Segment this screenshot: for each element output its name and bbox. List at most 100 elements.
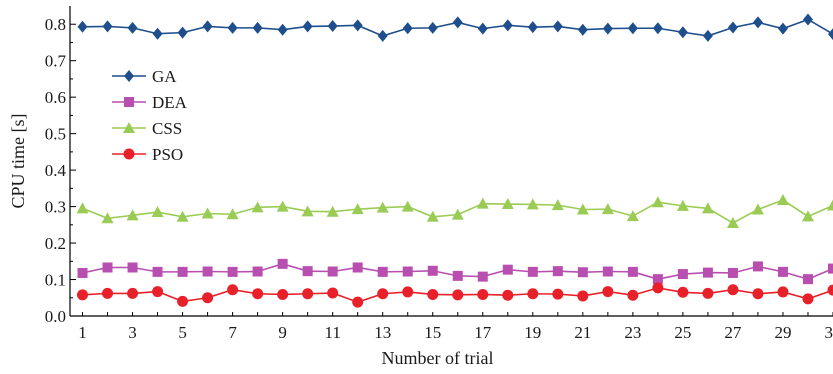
data-point-ga — [577, 23, 588, 36]
y-tick-label: 0.8 — [45, 15, 66, 34]
data-point-css — [551, 199, 564, 211]
x-axis-title: Number of trial — [382, 348, 494, 368]
data-point-ga — [127, 21, 138, 34]
data-point-dea — [352, 262, 363, 273]
data-point-ga — [652, 22, 663, 35]
data-point-css — [676, 199, 689, 211]
data-point-dea — [752, 261, 763, 272]
data-point-pso — [577, 290, 589, 302]
data-point-css — [276, 200, 289, 212]
legend-label-dea: DEA — [152, 93, 188, 112]
y-tick-label: 0.1 — [45, 271, 66, 290]
data-point-css — [301, 205, 314, 217]
legend-marker-ga — [124, 70, 134, 82]
data-point-dea — [777, 266, 788, 277]
data-point-ga — [477, 22, 488, 35]
x-tick-label: 13 — [374, 323, 391, 342]
data-point-ga — [677, 26, 688, 39]
x-tick-label: 31 — [825, 323, 833, 342]
data-point-ga — [828, 28, 833, 41]
data-point-dea — [402, 266, 413, 277]
data-point-pso — [127, 287, 139, 299]
plot-area — [76, 13, 833, 308]
data-point-ga — [227, 21, 238, 34]
data-point-dea — [577, 267, 588, 278]
data-point-pso — [327, 287, 339, 299]
data-point-css — [801, 210, 814, 222]
data-point-css — [376, 201, 389, 213]
data-point-pso — [277, 288, 289, 300]
data-point-pso — [677, 286, 689, 298]
y-tick-label: 0.7 — [45, 52, 67, 71]
legend-label-pso: PSO — [152, 145, 183, 164]
data-point-ga — [777, 22, 788, 35]
x-tick-label: 5 — [178, 323, 187, 342]
data-point-css — [76, 202, 89, 214]
x-tick-label: 27 — [724, 323, 742, 342]
x-tick-label: 9 — [278, 323, 287, 342]
data-point-ga — [627, 22, 638, 35]
data-point-ga — [177, 26, 188, 39]
data-point-css — [351, 203, 364, 215]
x-tick-label: 17 — [474, 323, 492, 342]
x-tick-label: 3 — [128, 323, 137, 342]
data-point-pso — [552, 288, 564, 300]
data-point-ga — [252, 21, 263, 34]
data-point-dea — [502, 264, 513, 275]
data-point-dea — [327, 266, 338, 277]
data-point-ga — [752, 16, 763, 29]
data-point-dea — [527, 266, 538, 277]
data-point-pso — [602, 286, 614, 298]
data-point-ga — [327, 20, 338, 33]
data-point-ga — [427, 21, 438, 34]
data-point-pso — [627, 289, 639, 301]
y-tick-label: 0.3 — [45, 198, 66, 217]
data-point-css — [526, 198, 539, 210]
data-point-ga — [77, 20, 88, 33]
data-point-pso — [402, 286, 414, 298]
data-point-pso — [227, 284, 239, 296]
data-point-pso — [252, 288, 264, 300]
data-point-dea — [452, 270, 463, 281]
data-point-dea — [727, 267, 738, 278]
y-axis-title: CPU time [s] — [8, 113, 28, 208]
legend-label-ga: GA — [152, 67, 177, 86]
y-tick-label: 0.4 — [45, 161, 67, 180]
data-point-ga — [402, 22, 413, 35]
data-point-pso — [202, 292, 214, 304]
data-point-ga — [727, 21, 738, 34]
legend-marker-pso — [123, 148, 135, 160]
data-point-css — [101, 212, 114, 224]
data-point-css — [226, 208, 239, 220]
data-point-ga — [302, 20, 313, 33]
data-point-css — [726, 217, 739, 228]
data-point-pso — [477, 288, 489, 300]
data-point-dea — [702, 267, 713, 278]
data-point-dea — [627, 266, 638, 277]
data-point-dea — [152, 266, 163, 277]
data-point-dea — [177, 266, 188, 277]
data-point-dea — [302, 266, 313, 277]
data-point-dea — [802, 274, 813, 285]
data-point-css — [476, 197, 489, 209]
data-point-pso — [527, 288, 539, 300]
data-point-ga — [702, 29, 713, 42]
data-point-pso — [427, 288, 439, 300]
data-point-dea — [377, 266, 388, 277]
data-point-dea — [602, 266, 613, 277]
y-tick-label: 0.5 — [45, 125, 66, 144]
y-tick-label: 0.0 — [45, 307, 66, 326]
x-tick-label: 25 — [674, 323, 691, 342]
x-tick-label: 15 — [424, 323, 441, 342]
legend-marker-css — [123, 122, 135, 133]
data-point-css — [451, 208, 464, 220]
data-point-ga — [152, 27, 163, 40]
data-point-css — [827, 199, 833, 211]
data-point-css — [501, 198, 514, 210]
data-point-dea — [127, 262, 138, 273]
data-point-css — [426, 210, 439, 222]
data-point-pso — [352, 296, 364, 308]
data-point-ga — [277, 23, 288, 36]
data-point-css — [326, 205, 339, 217]
